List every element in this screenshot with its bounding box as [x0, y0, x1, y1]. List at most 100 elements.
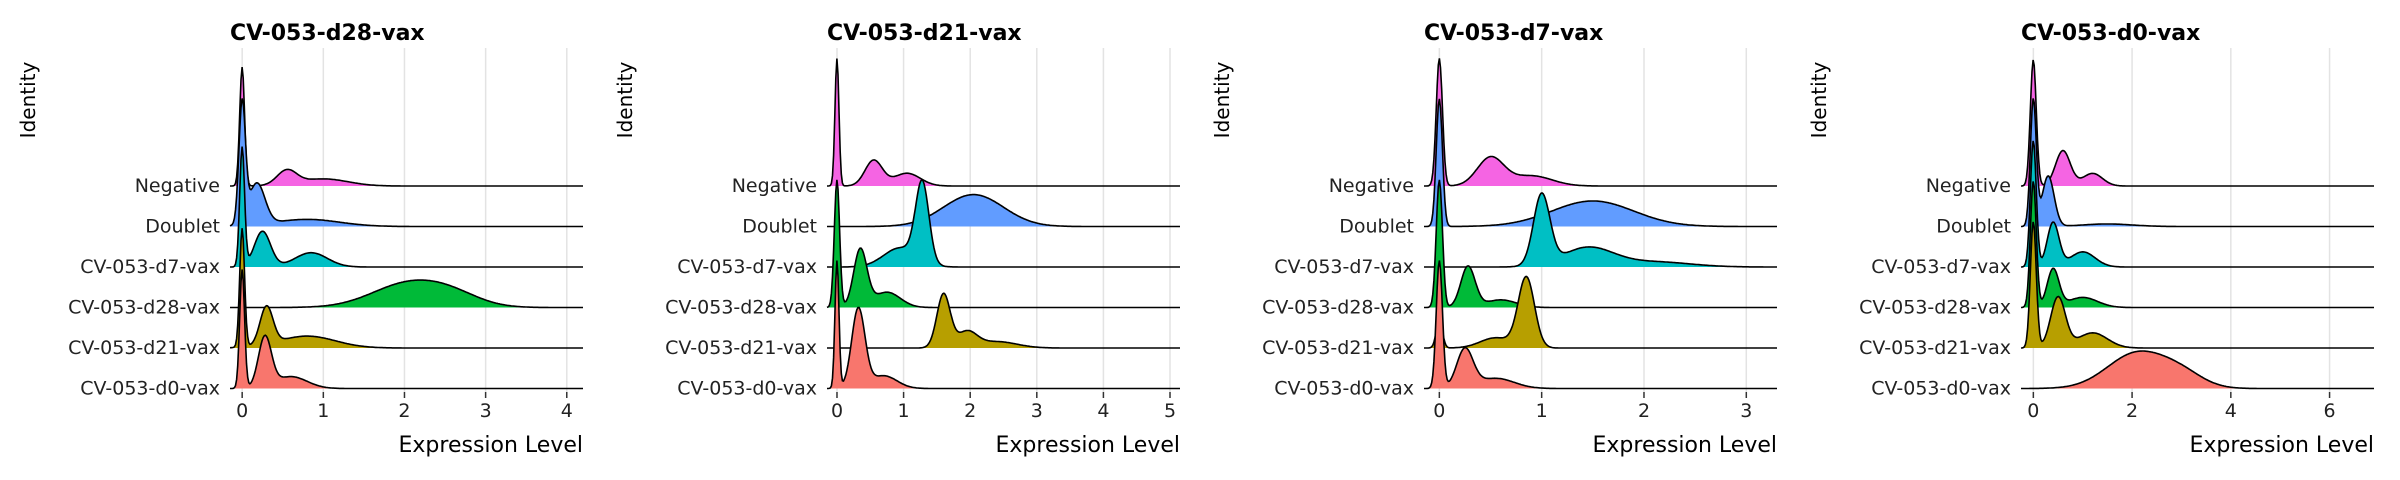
ridge-line-doublet	[1424, 98, 1777, 228]
category-label: CV-053-d7-vax	[1871, 256, 2011, 278]
x-axis-label: Expression Level	[1593, 433, 1778, 458]
y-axis-label: Identity	[1807, 62, 1831, 139]
ridge-line-cv-053-d7-vax	[1424, 191, 1777, 268]
panel-cv-053-d21-vax: CV-053-d21-vax Identity Negative Doublet CV-…	[613, 21, 1180, 458]
ridge-fill-negative	[2023, 60, 2117, 186]
category-label: CV-053-d0-vax	[1871, 378, 2011, 400]
x-tick-label: 0	[2027, 400, 2039, 422]
panel-cv-053-d7-vax: CV-053-d7-vax Identity Negative Doublet CV-0…	[1210, 21, 1777, 458]
ridge-fill-cv-053-d7-vax	[233, 146, 353, 267]
x-tick-label: 4	[2225, 400, 2237, 422]
panel-title: CV-053-d7-vax	[1424, 21, 1603, 46]
ridge-fill-negative	[830, 58, 941, 186]
category-label: CV-053-d7-vax	[1274, 256, 1414, 278]
category-label: CV-053-d21-vax	[68, 337, 220, 359]
ridge-fill-cv-053-d7-vax	[2023, 140, 2115, 267]
ridge-line-cv-053-d28-vax	[2020, 181, 2374, 309]
panel-title: CV-053-d0-vax	[2021, 21, 2200, 46]
ridge-line-cv-053-d21-vax	[2020, 221, 2374, 349]
ridge-fill-doublet	[230, 98, 380, 227]
category-label: CV-053-d21-vax	[1262, 337, 1414, 359]
ridge-line-negative	[1424, 58, 1777, 187]
panel-cv-053-d28-vax: CV-053-d28-vax Identity Negative Doublet CV-…	[16, 21, 583, 458]
ridge-line-negative	[2020, 59, 2374, 187]
ridge-line-cv-053-d28-vax	[826, 179, 1180, 309]
category-label: CV-053-d21-vax	[665, 337, 817, 359]
ridge-fill-cv-053-d0-vax	[1428, 260, 1540, 389]
x-axis-label: Expression Level	[996, 433, 1181, 458]
x-tick-label: 2	[2126, 400, 2138, 422]
ridge-fill-cv-053-d28-vax	[2023, 181, 2118, 308]
panel-title: CV-053-d21-vax	[827, 21, 1022, 46]
category-label: Negative	[1329, 175, 1414, 197]
category-label: Doublet	[1936, 216, 2011, 238]
ridge-fill-cv-053-d7-vax	[1514, 192, 1729, 267]
ridge-line-doublet	[2020, 98, 2374, 228]
ridge-fill-cv-053-d28-vax	[309, 280, 525, 308]
x-tick-label: 0	[236, 400, 248, 422]
ridge-fill-cv-053-d21-vax	[233, 228, 377, 348]
category-label: CV-053-d28-vax	[665, 297, 817, 319]
ridge-fill-doublet	[2023, 98, 2150, 227]
ridge-line-cv-053-d7-vax	[230, 146, 583, 268]
ridge-line-negative	[230, 67, 583, 187]
category-label: Doublet	[1339, 216, 1414, 238]
category-label: CV-053-d7-vax	[677, 256, 817, 278]
y-axis-label: Identity	[613, 62, 637, 139]
category-label: CV-053-d0-vax	[1274, 378, 1414, 400]
ridge-line-cv-053-d0-vax	[1424, 260, 1777, 390]
x-tick-label: 3	[1031, 400, 1043, 422]
panel-title: CV-053-d28-vax	[230, 21, 425, 46]
ridge-line-doublet	[229, 98, 583, 228]
category-label: CV-053-d7-vax	[80, 256, 220, 278]
x-tick-label: 2	[964, 400, 976, 422]
category-label: CV-053-d28-vax	[1262, 297, 1414, 319]
ridge-fill-cv-053-d0-vax	[830, 260, 918, 389]
ridge-line-cv-053-d0-vax	[2021, 350, 2374, 390]
ridge-fill-negative	[233, 67, 378, 186]
x-tick-label: 2	[1638, 400, 1650, 422]
x-tick-label: 0	[831, 400, 843, 422]
ridge-fill-cv-053-d0-vax	[2051, 351, 2239, 389]
ridge-fill-cv-053-d7-vax	[855, 179, 947, 267]
ridge-fill-cv-053-d28-vax	[828, 179, 922, 308]
category-label: CV-053-d28-vax	[1859, 297, 2011, 319]
x-tick-label: 4	[561, 400, 573, 422]
category-label: Negative	[732, 175, 817, 197]
ridge-line-cv-053-d28-vax	[1424, 179, 1777, 309]
ridge-fill-cv-053-d21-vax	[923, 293, 1041, 348]
y-axis-label: Identity	[1210, 62, 1234, 139]
ridge-fill-cv-053-d21-vax	[2023, 221, 2132, 348]
x-tick-label: 1	[898, 400, 910, 422]
ridge-fill-negative	[1428, 58, 1581, 186]
x-tick-label: 3	[480, 400, 492, 422]
ridge-fill-cv-053-d21-vax	[1430, 276, 1552, 348]
category-label: Negative	[135, 175, 220, 197]
category-label: Doublet	[742, 216, 817, 238]
ridge-line-cv-053-d7-vax	[827, 178, 1180, 268]
ridge-fill-doublet	[1428, 98, 1706, 227]
ridge-line-cv-053-d0-vax	[827, 260, 1180, 390]
ridge-fill-doublet	[888, 194, 1059, 227]
ridge-line-cv-053-d28-vax	[230, 279, 583, 309]
ridge-line-cv-053-d21-vax	[230, 228, 583, 349]
x-tick-label: 5	[1164, 400, 1176, 422]
x-tick-label: 6	[2324, 400, 2336, 422]
x-tick-label: 1	[1536, 400, 1548, 422]
ridge-line-cv-053-d21-vax	[1424, 275, 1777, 349]
x-tick-label: 2	[398, 400, 410, 422]
category-label: CV-053-d0-vax	[80, 378, 220, 400]
ridge-line-negative	[827, 58, 1180, 187]
ridge-line-cv-053-d7-vax	[2020, 140, 2374, 268]
x-tick-label: 0	[1433, 400, 1445, 422]
panel-cv-053-d0-vax: CV-053-d0-vax Identity Negative Doublet CV-0…	[1807, 21, 2374, 458]
x-axis-label: Expression Level	[2190, 433, 2375, 458]
y-axis-label: Identity	[16, 62, 40, 139]
ridge-line-doublet	[827, 193, 1180, 228]
category-label: Negative	[1926, 175, 2011, 197]
ridge-line-cv-053-d0-vax	[230, 269, 583, 390]
x-tick-label: 1	[317, 400, 329, 422]
category-label: CV-053-d0-vax	[677, 378, 817, 400]
